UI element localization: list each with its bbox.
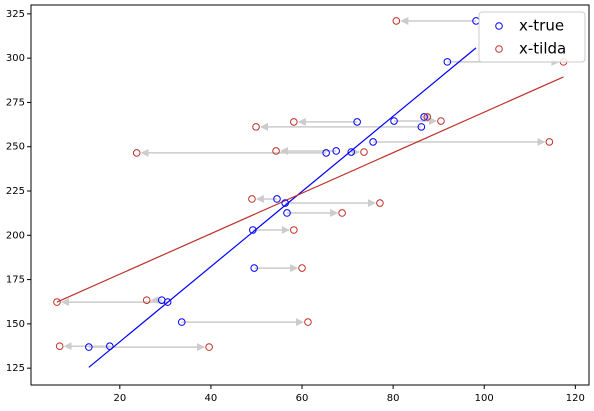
point: [360, 148, 368, 156]
point: [177, 318, 186, 326]
point: [545, 138, 554, 146]
y-tick-label: 150: [6, 319, 25, 330]
legend-box: [478, 11, 586, 63]
point: [53, 298, 61, 306]
y-tick-label: 200: [6, 230, 25, 241]
point: [369, 138, 377, 146]
legend-label: x-true: [519, 17, 564, 35]
y-tick-label: 225: [6, 186, 25, 197]
point: [338, 209, 346, 217]
legend-label: x-tilda: [519, 40, 566, 58]
point: [353, 118, 361, 126]
point: [205, 343, 213, 351]
point: [85, 343, 93, 351]
y-tick-label: 275: [6, 97, 25, 108]
x-tick-label: 60: [296, 393, 309, 404]
point: [283, 209, 291, 217]
point: [106, 342, 114, 351]
point: [273, 195, 281, 203]
point: [347, 148, 356, 156]
point: [248, 195, 256, 203]
point: [290, 226, 298, 234]
point: [250, 264, 258, 272]
x-tick-label: 20: [113, 393, 126, 404]
x-tick-label: 40: [205, 393, 218, 404]
point: [298, 264, 306, 272]
y-tick-label: 175: [6, 275, 25, 286]
x-tick-label: 120: [566, 393, 585, 404]
point: [142, 296, 151, 304]
point: [417, 123, 426, 131]
point: [332, 147, 340, 155]
point: [443, 58, 452, 66]
point: [390, 117, 398, 125]
point: [304, 318, 312, 326]
x-tick-label: 100: [475, 393, 494, 404]
y-tick-label: 125: [6, 363, 25, 374]
fit-line: [56, 76, 564, 303]
plot-frame: [30, 4, 590, 386]
point: [281, 199, 289, 207]
y-tick-label: 325: [6, 9, 25, 20]
point: [55, 342, 64, 351]
point: [252, 123, 260, 131]
fit-line: [88, 47, 477, 368]
y-tick-label: 250: [6, 142, 25, 153]
y-tick-label: 300: [6, 53, 25, 64]
point: [249, 226, 257, 234]
point: [157, 296, 166, 304]
point: [290, 118, 298, 126]
point: [376, 199, 384, 207]
point: [392, 17, 401, 25]
point: [272, 147, 280, 155]
point: [322, 149, 330, 157]
x-tick-label: 80: [387, 393, 400, 404]
legend-marker: [495, 22, 503, 30]
point: [437, 117, 445, 125]
point: [423, 113, 432, 121]
point: [132, 149, 141, 157]
legend-marker: [495, 45, 503, 53]
point: [420, 113, 428, 121]
